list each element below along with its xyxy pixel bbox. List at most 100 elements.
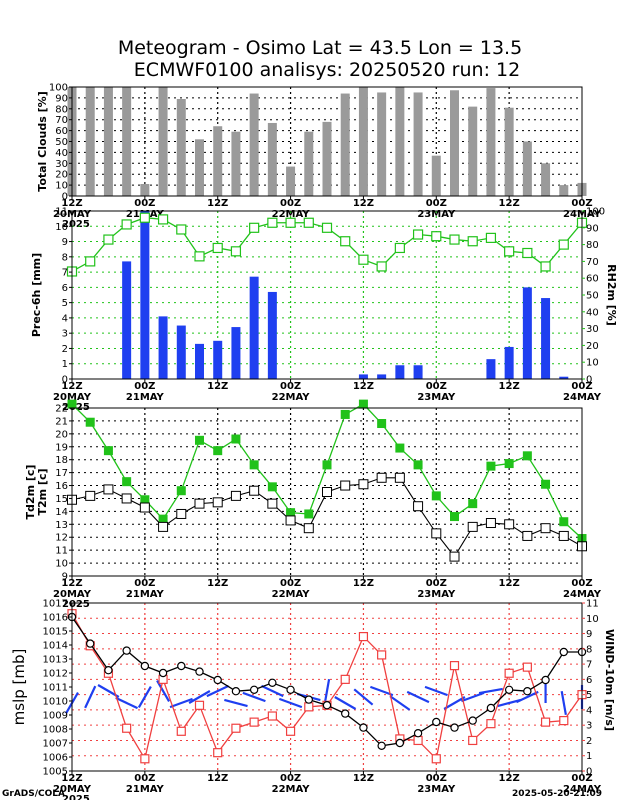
precip-bar (231, 327, 241, 379)
y-tick-label-right: 80 (586, 240, 599, 251)
x-date-label: 21MAY (126, 392, 165, 403)
y-tick-label: 7 (62, 268, 68, 279)
wind-barb (406, 690, 430, 704)
y-tick-label-right: 100 (586, 207, 605, 218)
td2m-point (194, 498, 205, 509)
rh-point (558, 239, 569, 250)
precip-bar (413, 365, 423, 379)
y-tick-label: 60 (55, 126, 68, 137)
y-tick-label-right: 0 (586, 767, 592, 778)
t2m-point (249, 460, 259, 470)
rh-point (103, 234, 114, 245)
y-tick-label: 6 (62, 283, 68, 294)
cloud-bar (322, 121, 332, 196)
x-date-label: 23MAY (417, 209, 456, 220)
y-tick-label: 80 (55, 104, 68, 115)
wind-barb (369, 685, 394, 697)
cloud-bar (358, 87, 368, 196)
td2m-point (212, 497, 223, 508)
mslp-point (523, 687, 532, 696)
mslp-point (413, 729, 423, 738)
mslp-point (486, 703, 496, 713)
y-axis-label: T2m [c] (36, 468, 49, 515)
t2m-point (122, 477, 132, 487)
x-date-label: 20MAY (53, 784, 92, 795)
rh-point (431, 231, 442, 242)
y-tick-label: 17 (55, 468, 68, 479)
y-axis-label-right: RH2m [%] (605, 264, 618, 326)
t2m-point (377, 419, 387, 429)
x-date-label: 21MAY (126, 784, 165, 795)
y-tick-label: 0 (62, 192, 68, 203)
x-tick-label: 00Z (134, 381, 155, 392)
x-date-label: 20MAY (53, 392, 92, 403)
y-tick-label-right: 9 (586, 629, 592, 640)
x-tick-label: 12Z (499, 773, 520, 784)
wind-barb (156, 680, 171, 702)
y-tick-label: 1013 (43, 655, 68, 666)
x-tick-label: 12Z (353, 198, 374, 209)
y-axis-label: Prec-6h [mm] (30, 253, 43, 337)
x-date-label: 23MAY (417, 589, 456, 600)
cloud-bar (377, 92, 387, 196)
td2m-point (413, 501, 424, 512)
title-line-1: Meteogram - Osimo Lat = 43.5 Lon = 13.5 (118, 37, 522, 59)
y-tick-label: 1 (62, 359, 68, 370)
td2m-point (431, 528, 442, 539)
rh-point (176, 224, 187, 235)
x-tick-label: 00Z (134, 198, 155, 209)
x-tick-label: 00Z (571, 773, 592, 784)
mslp-point (177, 661, 186, 671)
mslp-point (140, 661, 150, 671)
t2m-line (71, 403, 583, 540)
mslp-point (304, 695, 313, 704)
wind-barb (478, 687, 503, 695)
cloud-bar (140, 184, 150, 196)
mslp-point (341, 709, 350, 718)
rh-point (85, 256, 96, 267)
x-date-label: 24MAY (563, 392, 602, 403)
precip-bar (195, 343, 204, 379)
wind-speed-point (304, 702, 314, 712)
x-tick-label: 12Z (61, 578, 82, 589)
cloud-bar (431, 155, 441, 196)
y-tick-label: 0 (62, 375, 68, 386)
x-tick-label: 12Z (499, 381, 520, 392)
mslp-point (504, 685, 514, 695)
cloud-bar (468, 106, 478, 196)
wind-barb (242, 691, 266, 703)
rh-point (485, 232, 497, 243)
td2m-point (467, 521, 478, 532)
td2m-point (303, 523, 314, 534)
mslp-point (122, 646, 131, 655)
td2m-point (558, 530, 569, 541)
wind-speed-point (213, 748, 223, 758)
x-tick-label: 12Z (61, 198, 82, 209)
t2m-point (504, 459, 514, 469)
t2m-point (486, 461, 496, 471)
precip-bar (267, 291, 277, 379)
mslp-point (286, 685, 295, 695)
y-tick-label-right: 7 (586, 660, 592, 671)
mslp-point (359, 723, 368, 732)
td2m-point (522, 530, 533, 541)
x-date-label: 21MAY (126, 589, 165, 600)
y-tick-label: 40 (55, 148, 68, 159)
rh-point (394, 242, 405, 254)
rh-point (467, 236, 478, 247)
wind-barb (84, 685, 97, 709)
t2m-point (340, 409, 350, 419)
rh-point (285, 217, 296, 228)
td2m-point (449, 551, 460, 562)
rh-point (121, 219, 132, 230)
x-date-label: 24MAY (563, 784, 602, 795)
footer-left: GrADS/COLA (2, 789, 65, 799)
precip-bar (486, 359, 496, 379)
td2m-point (230, 490, 241, 501)
t2m-point (358, 399, 368, 409)
x-tick-label: 00Z (426, 773, 447, 784)
t2m-point (450, 512, 459, 522)
td2m-point (103, 484, 114, 495)
wind-barb (169, 697, 193, 709)
x-tick-label: 00Z (426, 381, 447, 392)
